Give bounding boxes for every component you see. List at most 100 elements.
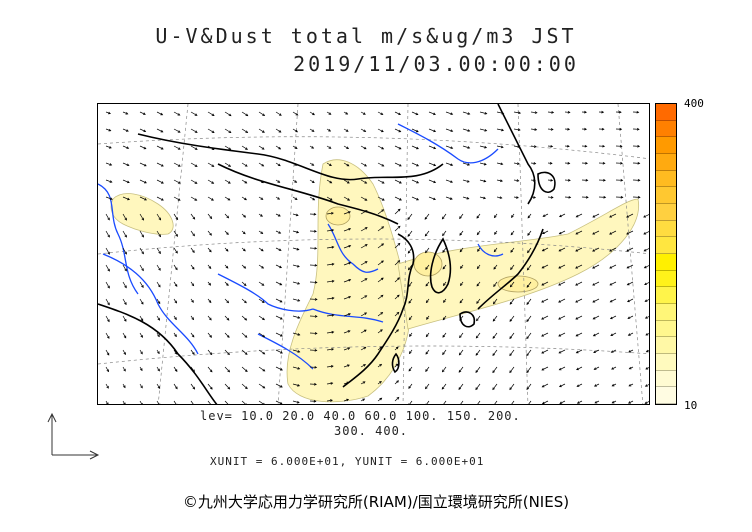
wind-vector-head: [106, 336, 110, 339]
wind-vector: [594, 383, 600, 387]
wind-vector-head: [278, 130, 282, 133]
wind-vector-head: [601, 110, 605, 114]
wind-vector-head: [294, 180, 298, 183]
wind-vector: [139, 349, 143, 355]
wind-vector-head: [363, 364, 366, 367]
wind-vector-head: [516, 179, 520, 182]
wind-vector-head: [123, 318, 127, 322]
wind-vector: [190, 315, 194, 320]
wind-vector: [592, 264, 600, 269]
wind-vector-head: [364, 312, 368, 315]
wind-vector: [610, 332, 617, 336]
wind-vector-head: [575, 266, 578, 269]
wind-vector: [173, 400, 177, 404]
wind-vector-head: [558, 334, 562, 337]
wind-vector-head: [459, 232, 463, 236]
wind-vector-head: [106, 385, 109, 389]
wind-vector-head: [416, 180, 420, 184]
wind-vector-head: [408, 300, 412, 304]
wind-vector-head: [526, 284, 530, 288]
wind-vector-head: [226, 283, 229, 286]
wind-vector-head: [211, 130, 215, 133]
wind-vector-head: [558, 300, 561, 303]
wind-vector: [462, 196, 469, 200]
wind-vector-head: [140, 318, 144, 322]
wind-vector-head: [209, 232, 212, 236]
wind-vector: [425, 383, 430, 389]
wind-vector-head: [175, 250, 178, 254]
wind-vector-head: [297, 333, 301, 336]
wind-vector: [462, 179, 470, 183]
wind-vector-head: [157, 334, 160, 338]
wind-vector: [292, 230, 299, 233]
wind-vector-head: [492, 387, 495, 391]
wind-vector-head: [594, 400, 598, 404]
wind-vector-head: [381, 209, 385, 212]
wind-vector: [527, 230, 532, 236]
wind-vector-head: [174, 300, 178, 304]
wind-vector: [644, 299, 649, 302]
wind-vector-head: [441, 216, 445, 220]
wind-vector-head: [592, 316, 596, 320]
wind-vector: [241, 349, 248, 355]
wind-vector-head: [329, 163, 332, 167]
wind-vector: [173, 128, 181, 133]
wind-vector-head: [379, 381, 382, 384]
wind-vector: [609, 281, 617, 286]
wind-vector: [360, 179, 367, 184]
wind-vector-head: [397, 225, 401, 229]
wind-vector-head: [108, 111, 111, 115]
wind-vector-head: [330, 211, 334, 215]
wind-vector-head: [107, 268, 110, 272]
wind-vector-head: [541, 283, 545, 286]
wind-vector: [275, 247, 282, 251]
wind-vector: [326, 246, 334, 249]
wind-vector-head: [262, 113, 266, 116]
wind-vector-head: [575, 350, 579, 354]
wind-vector-head: [459, 335, 462, 339]
wind-vector-head: [511, 215, 514, 218]
wind-vector: [611, 349, 617, 353]
wind-vector-head: [484, 111, 488, 115]
wind-vector-head: [499, 196, 503, 199]
wind-vector: [377, 209, 384, 215]
wind-vector-head: [328, 146, 332, 149]
wind-vector-head: [158, 267, 161, 271]
wind-vector-head: [592, 232, 596, 235]
wind-vector: [408, 383, 413, 389]
wind-vector: [275, 179, 280, 183]
wind-vector-head: [636, 110, 640, 114]
wind-vector-head: [381, 163, 385, 167]
wind-vector: [394, 179, 402, 184]
wind-vector-head: [424, 216, 428, 220]
wind-vector: [510, 230, 515, 235]
wind-vector-head: [609, 232, 612, 235]
wind-vector: [462, 128, 470, 132]
wind-vector: [626, 230, 634, 235]
wind-vector: [156, 145, 164, 150]
wind-vector: [105, 298, 110, 305]
wind-vector-head: [518, 111, 522, 115]
wind-vector: [609, 230, 617, 235]
wind-vector-head: [348, 227, 352, 231]
wind-vector: [156, 315, 160, 321]
wind-vector-head: [442, 250, 445, 253]
wind-vector: [643, 231, 649, 235]
wind-vector-head: [160, 112, 164, 116]
wind-vector-head: [380, 129, 384, 133]
wind-vector: [139, 162, 147, 167]
wind-vector: [445, 128, 453, 132]
wind-vector: [258, 281, 265, 286]
wind-vector-head: [160, 147, 164, 150]
wind-vector: [360, 244, 368, 249]
wind-vector-head: [108, 146, 112, 149]
wind-vector-head: [261, 283, 265, 286]
wind-vector-head: [450, 112, 454, 115]
wind-vector: [645, 367, 649, 370]
wind-vector: [275, 162, 281, 166]
wind-vector: [105, 349, 110, 356]
wind-vector-head: [627, 333, 631, 336]
wind-vector: [122, 196, 130, 200]
wind-vector: [558, 247, 566, 252]
wind-vector-head: [584, 127, 587, 131]
